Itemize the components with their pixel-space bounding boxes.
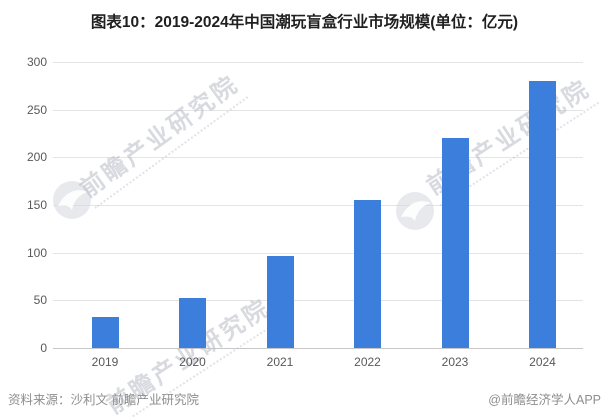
y-tick-label: 150 [26, 198, 47, 212]
qianzhan-logo-icon [396, 192, 434, 230]
bar-2021 [266, 256, 294, 348]
x-tick-label: 2020 [179, 355, 206, 369]
bar-2022 [354, 200, 381, 348]
y-tick-label: 300 [26, 55, 47, 69]
x-tick-label: 2024 [529, 355, 556, 369]
y-tick-label: 250 [26, 102, 47, 117]
chart-title: 图表10：2019-2024年中国潮玩盲盒行业市场规模(单位：亿元) [90, 14, 519, 31]
gridline [53, 109, 583, 111]
y-tick-label: 50 [33, 293, 47, 308]
bar-2019 [91, 317, 119, 348]
x-tick-label: 2019 [91, 355, 119, 369]
x-tick-label: 2022 [354, 355, 381, 369]
x-tick-label: 2023 [441, 355, 469, 369]
bar-2024 [529, 81, 556, 348]
gridline [53, 157, 583, 159]
y-tick-label: 200 [26, 150, 47, 165]
y-tick-label: 100 [26, 245, 47, 260]
bar-2020 [179, 298, 206, 348]
y-tick-label: 0 [40, 341, 47, 355]
gridline [53, 252, 583, 254]
gridline [53, 300, 583, 302]
x-axis-line [53, 348, 583, 349]
app-credit: @前瞻经济学人APP [488, 393, 601, 407]
watermark-text: 前瞻产业研究院 [75, 70, 249, 209]
gridline [53, 205, 583, 206]
source-note: 资料来源：沙利文 前瞻产业研究院 [8, 393, 199, 407]
x-tick-label: 2021 [266, 355, 294, 369]
qianzhan-logo-icon [53, 181, 91, 219]
bar-2023 [441, 138, 469, 348]
gridline [53, 62, 583, 63]
